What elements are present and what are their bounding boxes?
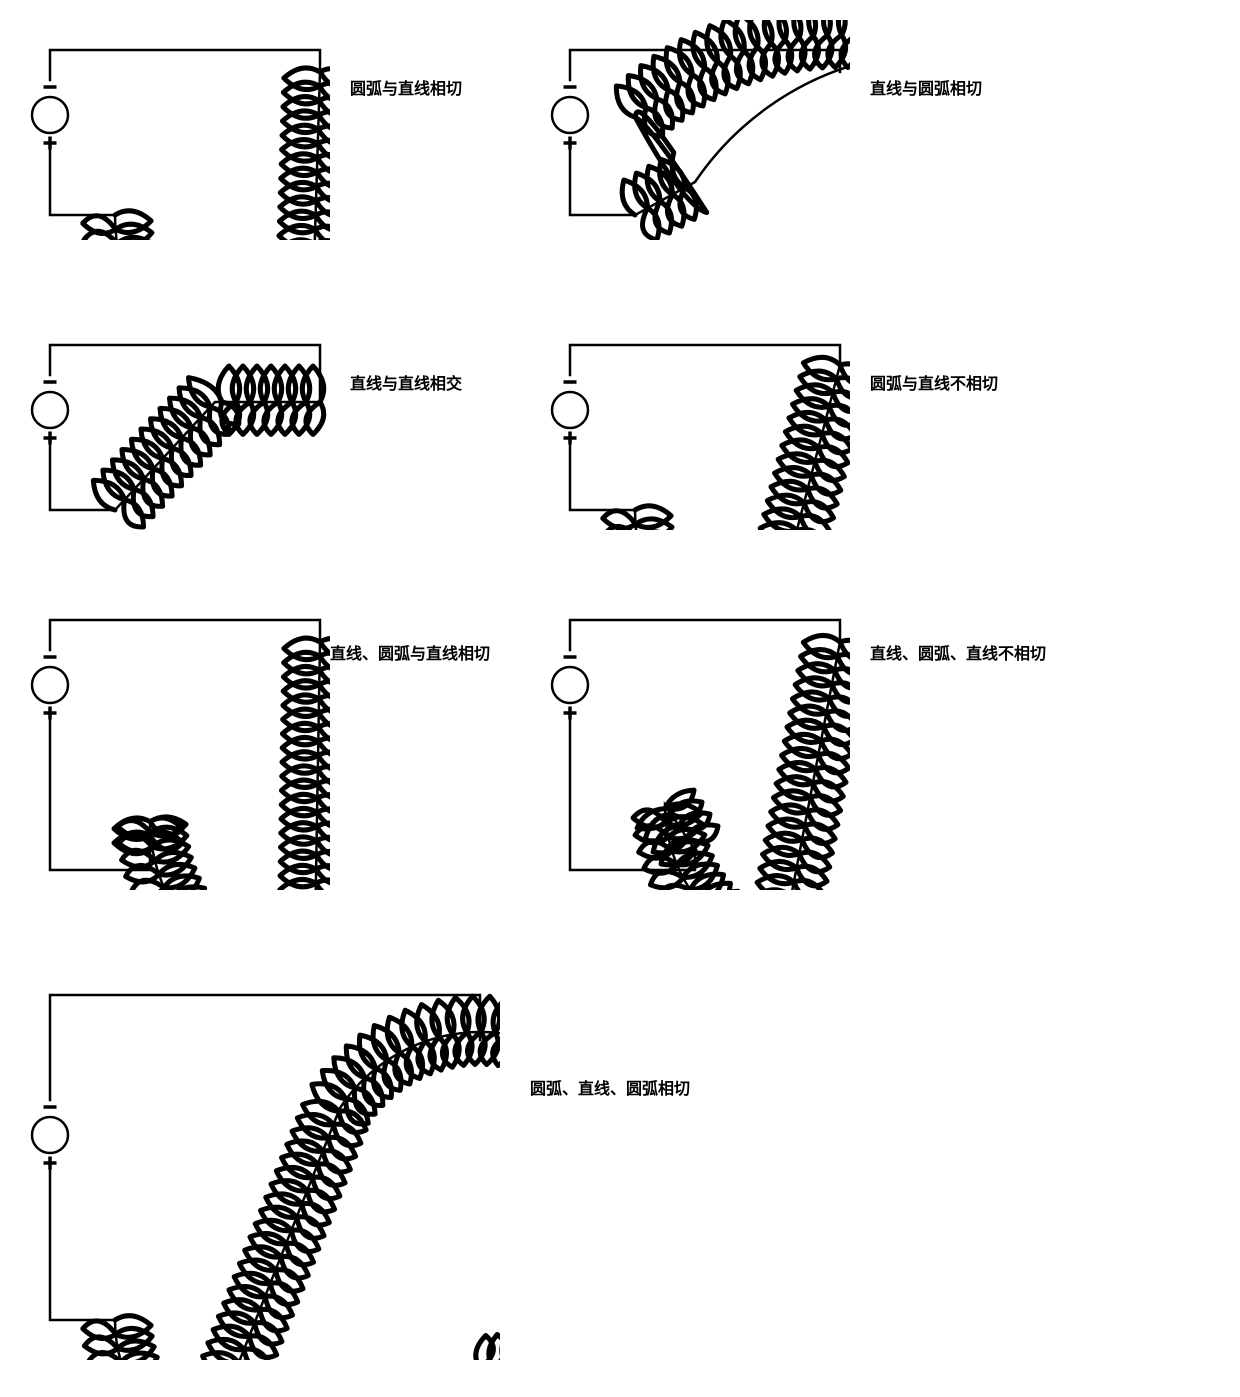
diagram-page: 圆弧与直线相切 直线与圆弧相切直线与直线相交 圆弧与直线不相切直线、圆弧与直线相切 直… (0, 0, 1240, 1397)
diagram-label: 直线与圆弧相切 (870, 75, 982, 99)
diagram-label: 圆弧、直线、圆弧相切 (530, 1075, 690, 1099)
diagram-label: 圆弧与直线不相切 (870, 370, 998, 394)
coil-svg (20, 310, 330, 530)
coil-svg (20, 20, 330, 240)
coil-svg (540, 20, 850, 240)
diagram-label: 直线、圆弧、直线不相切 (870, 640, 1046, 664)
coil-diagram-p3 (20, 310, 330, 530)
coil-svg (20, 960, 500, 1360)
coil-svg (540, 310, 850, 530)
coil-diagram-p5 (20, 590, 330, 890)
coil-diagram-p6 (540, 590, 850, 890)
diagram-label: 圆弧与直线相切 (350, 75, 462, 99)
diagram-label: 直线、圆弧与直线相切 (330, 640, 490, 664)
coil-diagram-p7 (20, 960, 500, 1360)
coil-diagram-p2 (540, 20, 850, 240)
coil-svg (540, 590, 850, 890)
coil-diagram-p4 (540, 310, 850, 530)
coil-diagram-p1 (20, 20, 330, 240)
coil-svg (20, 590, 330, 890)
diagram-label: 直线与直线相交 (350, 370, 462, 394)
